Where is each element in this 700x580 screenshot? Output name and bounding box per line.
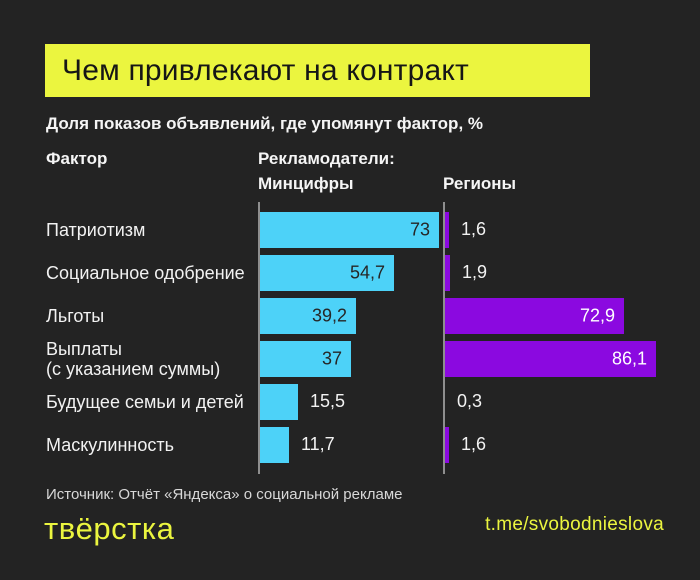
bar bbox=[445, 211, 449, 248]
category-label: Будущее семьи и детей bbox=[46, 391, 244, 412]
bar-value-label: 1,6 bbox=[461, 219, 487, 239]
chart-series-column-0: 73 54,7 39,2 37 15,5 11,7 bbox=[258, 202, 443, 474]
bar-value-label: 0,3 bbox=[457, 391, 483, 411]
bar-row: 37 bbox=[260, 337, 443, 380]
telegram-link[interactable]: t.me/svobodnieslova bbox=[485, 514, 664, 535]
bar: 72,9 bbox=[445, 297, 624, 334]
bar-row: 0,3 bbox=[445, 380, 660, 423]
bar-value-label: 11,7 bbox=[301, 434, 335, 454]
category-label: Патриотизм bbox=[46, 219, 146, 240]
category-label: Выплаты (с указанием суммы) bbox=[46, 338, 221, 379]
column-header-advertisers: Рекламодатели: Минцифры bbox=[258, 146, 443, 196]
bar-row: 86,1 bbox=[445, 337, 660, 380]
title-highlight-box: Чем привлекают на контракт bbox=[45, 44, 590, 97]
chart-labels-column: Патриотизм Социальное одобрение Льготы Выпл… bbox=[46, 202, 258, 474]
bar: 54,7 bbox=[260, 254, 394, 291]
bar-row: 1,6 bbox=[445, 423, 660, 466]
bar-row: 15,5 bbox=[260, 380, 443, 423]
bar bbox=[260, 426, 289, 463]
page-title: Чем привлекают на контракт bbox=[62, 53, 469, 87]
bar-row: 72,9 bbox=[445, 294, 660, 337]
bar: 39,2 bbox=[260, 297, 356, 334]
series-header-regions: Регионы bbox=[443, 174, 517, 193]
advertisers-label: Рекламодатели: bbox=[258, 149, 395, 168]
bar-row: 39,2 bbox=[260, 294, 443, 337]
bar bbox=[260, 383, 298, 420]
bar bbox=[445, 426, 449, 463]
column-headers: Фактор Рекламодатели: Минцифры Регионы bbox=[46, 146, 660, 196]
bar-row: 11,7 bbox=[260, 423, 443, 466]
bar-value-label: 39,2 bbox=[311, 305, 347, 325]
chart-subtitle: Доля показов объявлений, где упомянут фа… bbox=[46, 114, 484, 133]
verstka-logo: твёрстка bbox=[44, 511, 175, 546]
source-note: Источник: Отчёт «Яндекса» о социальной р… bbox=[46, 486, 403, 503]
bar-chart: Патриотизм Социальное одобрение Льготы Выпл… bbox=[46, 202, 660, 474]
bar-value-label: 37 bbox=[321, 348, 342, 368]
bar-value-label: 72,9 bbox=[579, 305, 615, 325]
bar-row: 1,9 bbox=[445, 251, 660, 294]
bar-value-label: 1,6 bbox=[461, 434, 487, 454]
bar-value-label: 54,7 bbox=[349, 262, 385, 282]
series-header-minzifry: Минцифры bbox=[258, 174, 354, 193]
column-header-factor: Фактор bbox=[46, 149, 108, 168]
bar-value-label: 1,9 bbox=[462, 262, 488, 282]
category-label: Маскулинность bbox=[46, 434, 174, 455]
bar-value-label: 73 bbox=[409, 219, 430, 239]
bar: 37 bbox=[260, 340, 351, 377]
bar bbox=[445, 254, 450, 291]
category-label: Льготы bbox=[46, 305, 105, 326]
bar-row: 54,7 bbox=[260, 251, 443, 294]
category-label: Социальное одобрение bbox=[46, 262, 245, 283]
bar-value-label: 15,5 bbox=[310, 391, 346, 411]
bar-value-label: 86,1 bbox=[611, 348, 647, 368]
bar: 86,1 bbox=[445, 340, 656, 377]
bar-row: 73 bbox=[260, 208, 443, 251]
bar-row: 1,6 bbox=[445, 208, 660, 251]
chart-series-column-1: 1,6 1,9 72,9 86,1 0,3 1,6 bbox=[443, 202, 660, 474]
bar: 73 bbox=[260, 211, 439, 248]
